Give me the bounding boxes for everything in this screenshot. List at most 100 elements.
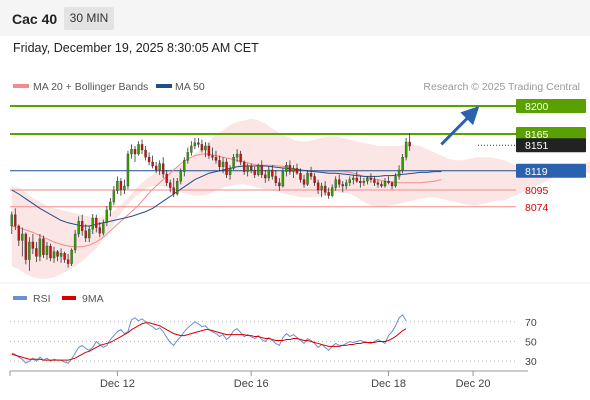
candle-body	[323, 185, 327, 193]
rsi-legend: RSI 9MA	[13, 293, 104, 305]
candle-body	[200, 144, 204, 151]
candle-body	[401, 157, 404, 171]
header-bar: Cac 40 30 MIN	[0, 0, 590, 36]
candle-body	[31, 241, 35, 249]
timeframe-button[interactable]: 30 MIN	[64, 7, 114, 30]
candle-body	[126, 153, 130, 187]
candle-body	[165, 173, 168, 183]
ma50-legend-label: MA 50	[175, 81, 205, 93]
candle-body	[70, 249, 73, 264]
candle-body	[84, 230, 87, 239]
level-label-8119: 8119	[525, 166, 548, 178]
candle-body	[193, 142, 197, 147]
watermark: Research © 2025 Trading Central	[423, 81, 580, 93]
candle-body	[169, 182, 172, 188]
candle-body	[214, 157, 218, 161]
candle-body	[49, 245, 52, 259]
candle-body	[21, 233, 24, 241]
candle-body	[267, 169, 271, 179]
candle-body	[341, 184, 344, 187]
candle-body	[190, 145, 193, 153]
candle-body	[147, 157, 151, 163]
level-tag-8165	[516, 127, 586, 141]
candle-body	[246, 165, 249, 172]
candle-body	[24, 233, 28, 260]
rsi-ma9-line	[11, 322, 407, 361]
x-tick-label: Dec 12	[100, 378, 135, 390]
rsi-legend-label: RSI	[33, 293, 51, 305]
candle-body	[320, 185, 323, 191]
bollinger-band	[11, 118, 590, 279]
x-tick-label: Dec 20	[456, 378, 491, 390]
candle-body	[302, 179, 306, 185]
main-legend: MA 20 + Bollinger Bands MA 50 Research ©…	[13, 81, 580, 93]
level-label-8200: 8200	[525, 101, 549, 113]
candle-body	[98, 227, 101, 234]
candle-body	[151, 161, 154, 167]
candle-body	[278, 182, 281, 187]
level-label-8151: 8151	[525, 140, 549, 152]
candle-body	[264, 174, 267, 179]
candle-body	[17, 225, 21, 241]
candle-body	[38, 238, 42, 257]
candle-body	[172, 187, 175, 195]
candle-body	[218, 160, 221, 167]
candle-body	[397, 169, 401, 177]
candle-body	[404, 141, 408, 158]
candle-body	[207, 145, 211, 156]
candle-body	[35, 248, 38, 257]
candle-body	[285, 165, 288, 172]
candle-body	[14, 214, 17, 227]
candle-body	[299, 173, 302, 180]
rsi-grid: 70 50 30	[10, 317, 537, 368]
ma50-legend-swatch	[156, 84, 172, 88]
candle-body	[66, 259, 70, 264]
candle-body	[387, 181, 390, 183]
datetime-label: Friday, December 19, 2025 8:30:05 AM CET	[13, 41, 259, 55]
candle-body	[123, 185, 126, 191]
candle-body	[112, 190, 116, 203]
candle-body	[394, 176, 397, 187]
candle-body	[176, 181, 179, 195]
candle-body	[204, 145, 207, 151]
ma20-legend-label: MA 20 + Bollinger Bands	[33, 81, 148, 93]
candle-body	[271, 169, 274, 177]
candle-body	[88, 229, 91, 239]
candle-body	[183, 160, 186, 172]
candle-body	[376, 182, 380, 185]
candle-body	[221, 161, 225, 167]
candle-body	[355, 177, 359, 182]
level-label-8165: 8165	[525, 129, 549, 141]
candle-body	[130, 149, 133, 155]
candle-body	[73, 233, 77, 251]
candle-body	[158, 163, 161, 171]
candle-body	[95, 217, 98, 228]
candle-body	[102, 222, 105, 234]
candle-body	[309, 173, 313, 177]
candle-body	[369, 177, 373, 180]
candle-body	[140, 144, 144, 151]
candle-body	[28, 241, 31, 260]
level-label-8074: 8074	[525, 202, 549, 214]
x-axis: Dec 12 Dec 16 Dec 18 Dec 20	[100, 371, 490, 390]
candle-body	[334, 179, 337, 188]
ma9-legend-label: 9MA	[82, 293, 104, 305]
ma20-line	[11, 153, 442, 248]
candle-body	[359, 181, 362, 183]
candle-body	[380, 184, 383, 187]
candle-body	[77, 221, 80, 235]
candle-body	[345, 182, 348, 187]
candle-body	[137, 144, 140, 155]
candle-body	[105, 209, 109, 223]
candle-body	[295, 168, 299, 174]
candle-body	[306, 173, 309, 185]
candle-body	[161, 163, 165, 175]
candle-body	[338, 179, 341, 185]
candle-body	[348, 179, 351, 183]
candle-body	[373, 179, 376, 183]
candle-body	[119, 181, 123, 191]
candle-body	[197, 142, 200, 145]
x-tick-label: Dec 16	[234, 378, 269, 390]
candle-body	[228, 168, 232, 175]
